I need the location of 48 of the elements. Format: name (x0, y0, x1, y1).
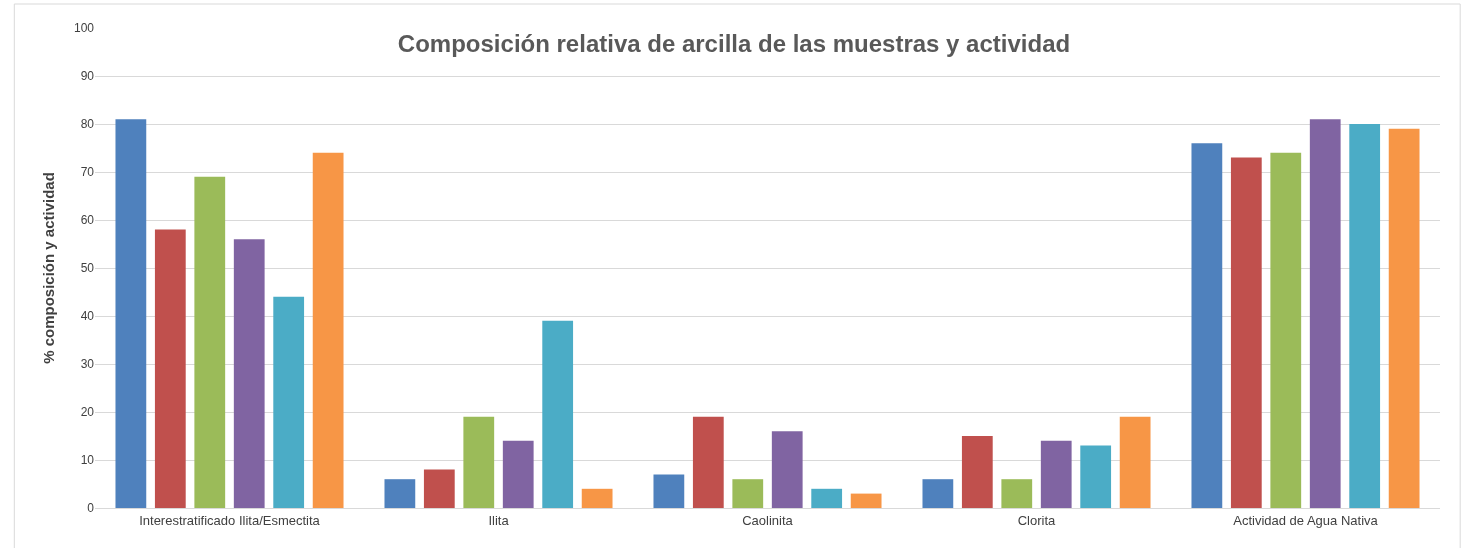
x-tick-label: Caolinita (742, 512, 794, 528)
bar (1309, 119, 1341, 508)
bar (653, 474, 685, 508)
x-tick-label: Actividad de Agua Nativa (1233, 512, 1379, 528)
bar (115, 119, 147, 508)
bar (194, 176, 226, 508)
y-axis-title: % composición y actividad (40, 172, 58, 364)
y-tick-label: 40 (80, 309, 95, 324)
bar (692, 416, 724, 508)
bar (1349, 124, 1381, 508)
bar (423, 469, 455, 508)
bar (384, 479, 416, 508)
bar (811, 488, 843, 508)
bar (1040, 440, 1072, 508)
bar (154, 229, 186, 508)
bar (581, 488, 613, 508)
y-tick-label: 30 (80, 357, 95, 372)
chart-title: Composición relativa de arcilla de las muestras y actividad (397, 30, 1071, 58)
bar (1080, 445, 1112, 508)
y-tick-label: 80 (80, 117, 95, 132)
bar (732, 479, 764, 508)
y-tick-label: 0 (87, 501, 95, 516)
y-tick-label: 90 (80, 69, 95, 84)
bar (922, 479, 954, 508)
bar (502, 440, 534, 508)
y-tick-label: 10 (80, 453, 95, 468)
bar (1230, 157, 1262, 508)
bar (850, 493, 882, 508)
bar (1001, 479, 1033, 508)
y-tick-label: 60 (80, 213, 95, 228)
x-tick-label: Clorita (1017, 512, 1057, 528)
x-tick-label: Interestratificado Ilita/Esmectita (139, 512, 321, 528)
bar (463, 416, 495, 508)
bar (312, 152, 344, 508)
bar (233, 239, 265, 508)
x-tick-label: Ilita (488, 512, 510, 528)
y-tick-label: 50 (80, 261, 95, 276)
bar (542, 320, 574, 508)
bar (961, 436, 993, 508)
y-tick-label: 100 (73, 21, 95, 36)
y-tick-label: 20 (80, 405, 95, 420)
bar (1191, 143, 1223, 508)
bar (1270, 152, 1302, 508)
bar (273, 296, 305, 508)
bar (771, 431, 803, 508)
bar (1119, 416, 1151, 508)
y-tick-label: 70 (80, 165, 95, 180)
bar (1388, 128, 1420, 508)
